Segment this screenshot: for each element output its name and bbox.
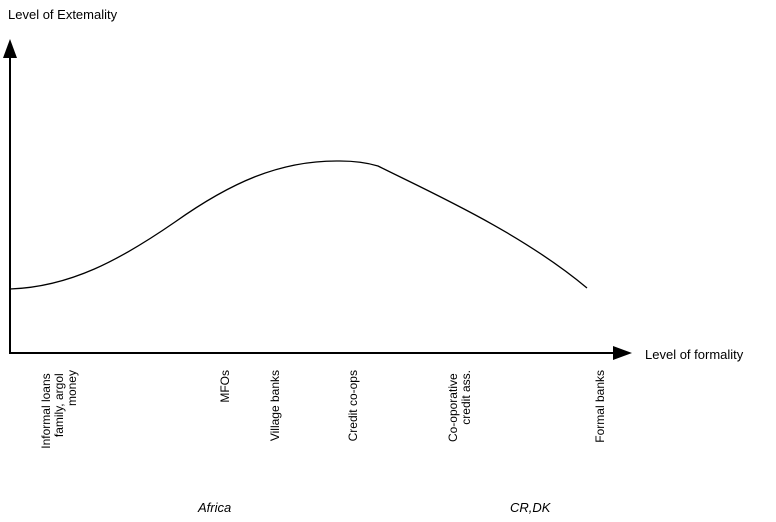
externality-curve <box>9 160 588 290</box>
category-label-village-banks: Village banks <box>268 370 282 441</box>
region-label-cr-dk: CR,DK <box>510 500 552 515</box>
category-label-formal-banks: Formal banks <box>593 370 607 443</box>
category-label-mfos: MFOs <box>218 370 232 403</box>
x-axis-arrowhead <box>613 346 632 360</box>
region-label-africa: Africa <box>197 500 231 515</box>
y-axis-arrowhead <box>3 39 17 58</box>
y-axis-title: Level of Extemality <box>8 7 118 22</box>
category-labels: Informal loans family, argol money MFOs … <box>39 370 607 449</box>
category-label-credit-coops: Credit co-ops <box>346 370 360 441</box>
category-label-cooperative-credit: Co-oporative credit ass. <box>446 370 473 442</box>
x-axis-title: Level of formality <box>645 347 744 362</box>
category-label-informal: Informal loans family, argol money <box>39 370 79 449</box>
